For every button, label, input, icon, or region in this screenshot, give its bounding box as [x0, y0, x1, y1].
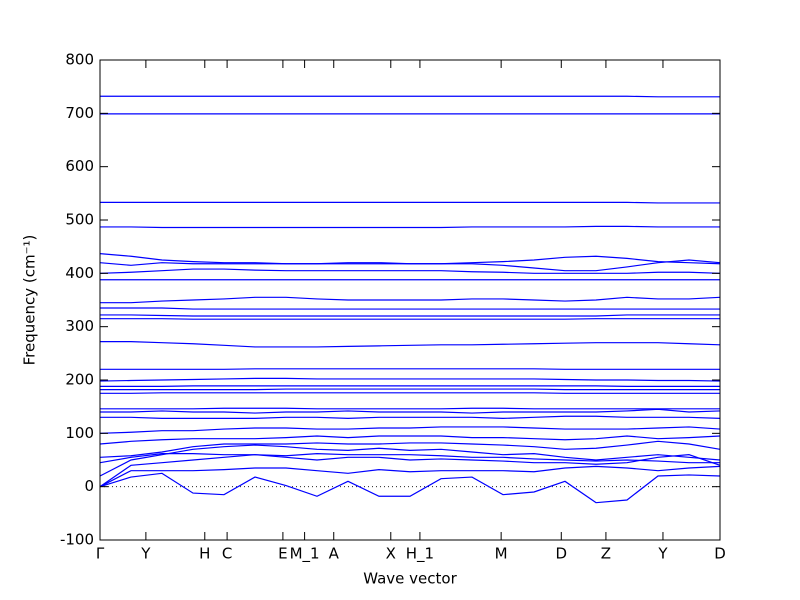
band-line [100, 368, 720, 370]
band-line [100, 415, 721, 420]
y-tick-label: 400 [65, 264, 94, 282]
band-line [100, 201, 720, 204]
band-line [100, 385, 720, 387]
y-tick-label: 300 [65, 317, 94, 335]
band-line [99, 377, 721, 382]
band-line [99, 426, 721, 434]
x-tick-label: Z [601, 545, 611, 563]
x-tick-label: Γ [96, 545, 105, 563]
y-tick-label: 100 [65, 424, 94, 442]
band-line [99, 472, 721, 504]
y-tick-label: 500 [65, 211, 94, 229]
band-line [100, 307, 720, 310]
y-tick-label: 600 [65, 157, 94, 175]
x-tick-label: C [222, 545, 232, 563]
band-line [99, 253, 721, 265]
band-line [99, 452, 720, 464]
band-line [99, 465, 721, 488]
x-tick-label: H [199, 545, 210, 563]
band-line [100, 388, 720, 391]
y-tick-label: 800 [65, 51, 94, 69]
band-line [99, 444, 721, 477]
y-tick-label: 200 [65, 371, 94, 389]
y-axis-label: Frequency (cm⁻¹) [21, 235, 39, 366]
band-line [99, 440, 721, 458]
x-tick-label: Y [657, 545, 668, 563]
band-line [100, 296, 721, 304]
x-tick-label: A [329, 545, 340, 563]
band-line [100, 407, 720, 410]
x-tick-label: H_1 [406, 545, 434, 564]
x-axis-label: Wave vector [363, 570, 457, 588]
y-tick-label: 700 [65, 104, 94, 122]
band-line [100, 341, 721, 348]
band-line [99, 454, 721, 488]
x-tick-label: E [278, 545, 287, 563]
band-line [100, 314, 720, 317]
y-tick-label: -100 [60, 531, 94, 549]
band-line [99, 435, 721, 445]
y-tick-label: 0 [84, 477, 94, 495]
x-tick-label: D [714, 545, 726, 563]
band-line [100, 408, 721, 414]
band-line [100, 95, 720, 98]
band-line [100, 318, 720, 320]
band-line [100, 225, 720, 229]
x-tick-label: M [495, 545, 508, 563]
x-tick-label: D [555, 545, 567, 563]
x-tick-label: X [386, 545, 396, 563]
plot-frame [99, 59, 721, 541]
band-line [99, 268, 721, 274]
x-tick-label: M_1 [290, 545, 320, 564]
x-tick-label: Y [140, 545, 151, 563]
band-line [100, 392, 720, 394]
